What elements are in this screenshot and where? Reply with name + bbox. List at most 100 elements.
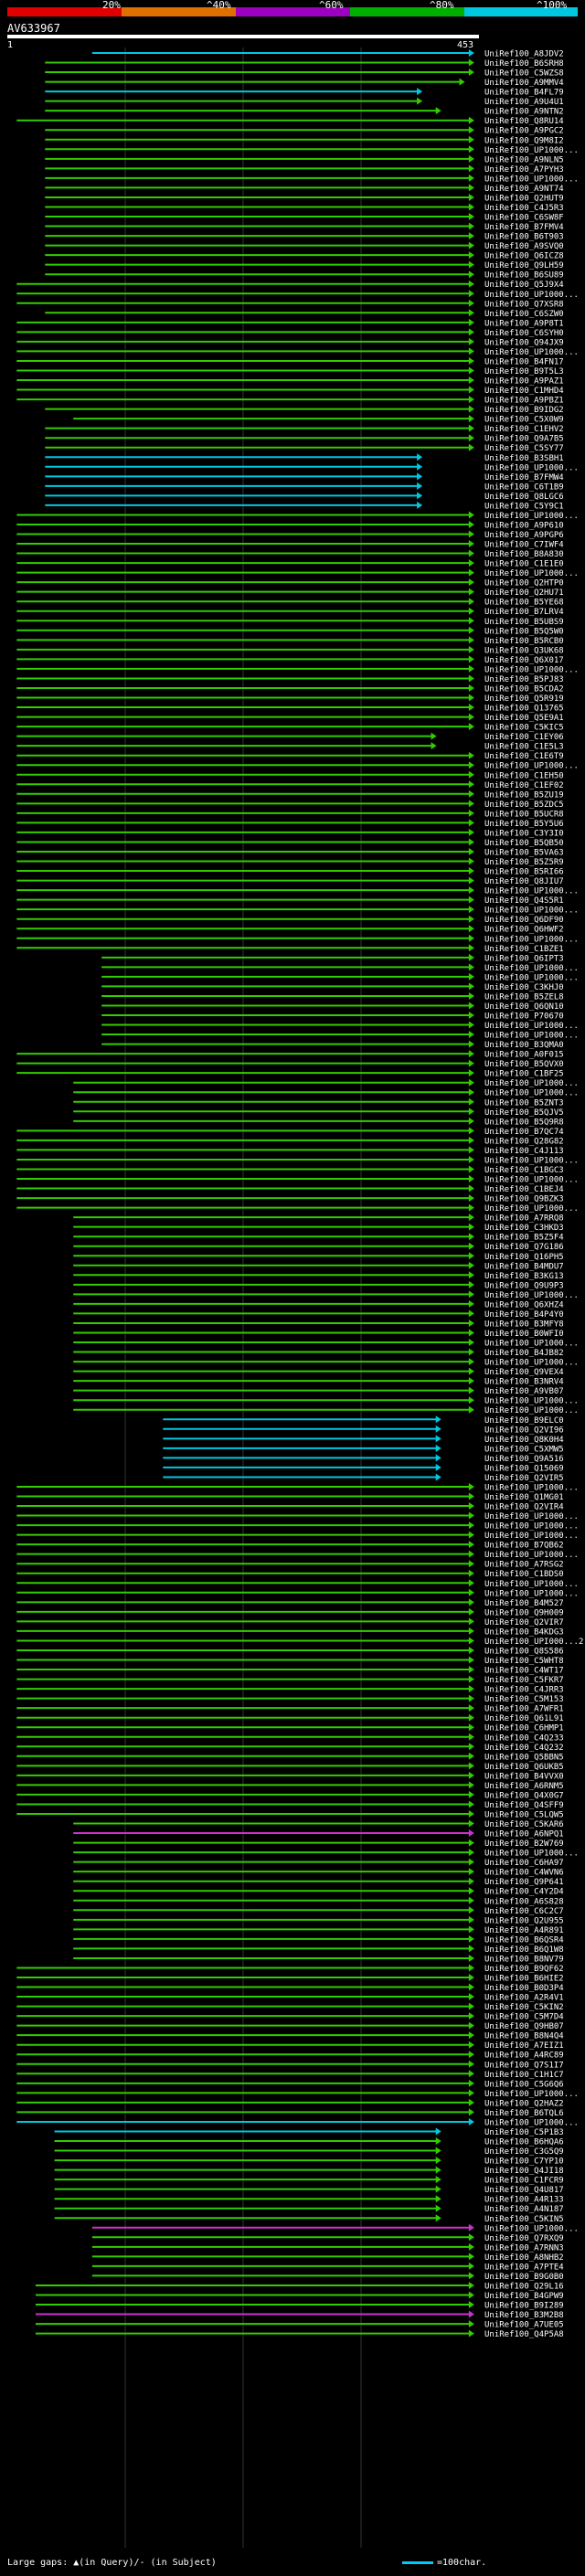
- hit-label[interactable]: UniRef100_B6HQA6: [484, 2138, 564, 2147]
- hit-label[interactable]: UniRef100_C1H1C7: [484, 2071, 564, 2080]
- hit-label[interactable]: UniRef100_B7QC74: [484, 1128, 564, 1137]
- hit-label[interactable]: UniRef100_UP1000...: [484, 906, 579, 916]
- hit-label[interactable]: UniRef100_Q8K0H4: [484, 1436, 564, 1445]
- hit-label[interactable]: UniRef100_B2W769: [484, 1839, 564, 1849]
- hit-label[interactable]: UniRef100_Q6IPT3: [484, 954, 564, 963]
- hit-label[interactable]: UniRef100_UPI000...2: [484, 1638, 583, 1647]
- hit-label[interactable]: UniRef100_B7FMV4: [484, 223, 564, 232]
- hit-label[interactable]: UniRef100_C5WHT8: [484, 1657, 564, 1666]
- hit-label[interactable]: UniRef100_C1E5L3: [484, 743, 564, 752]
- hit-label[interactable]: UniRef100_Q8S586: [484, 1647, 564, 1656]
- hit-label[interactable]: UniRef100_B0WFI0: [484, 1330, 564, 1339]
- hit-label[interactable]: UniRef100_A9P8T1: [484, 319, 564, 328]
- hit-label[interactable]: UniRef100_Q29L16: [484, 2282, 564, 2291]
- hit-label[interactable]: UniRef100_C3HKD3: [484, 1224, 564, 1233]
- hit-label[interactable]: UniRef100_A6RNM5: [484, 1782, 564, 1791]
- hit-label[interactable]: UniRef100_UP1000...: [484, 1291, 579, 1300]
- hit-label[interactable]: UniRef100_B7FMW4: [484, 473, 564, 482]
- hit-label[interactable]: UniRef100_A9NLN5: [484, 155, 564, 164]
- hit-label[interactable]: UniRef100_UP1000...: [484, 512, 579, 521]
- hit-label[interactable]: UniRef100_C5XMW5: [484, 1445, 564, 1454]
- hit-label[interactable]: UniRef100_Q6UKB5: [484, 1763, 564, 1772]
- hit-label[interactable]: UniRef100_Q4S5R1: [484, 896, 564, 906]
- hit-label[interactable]: UniRef100_B5YE68: [484, 599, 564, 608]
- hit-label[interactable]: UniRef100_UP1000...: [484, 935, 579, 944]
- hit-label[interactable]: UniRef100_B5Z5R9: [484, 858, 564, 867]
- hit-label[interactable]: UniRef100_UP1000...: [484, 887, 579, 896]
- hit-label[interactable]: UniRef100_A8JDV2: [484, 50, 564, 59]
- hit-label[interactable]: UniRef100_B3NRV4: [484, 1378, 564, 1387]
- hit-label[interactable]: UniRef100_C1E1E0: [484, 560, 564, 569]
- hit-label[interactable]: UniRef100_UP1000...: [484, 1340, 579, 1349]
- hit-label[interactable]: UniRef100_UP1000...: [484, 2090, 579, 2099]
- hit-label[interactable]: UniRef100_Q4SFF9: [484, 1801, 564, 1810]
- hit-label[interactable]: UniRef100_C6HMP1: [484, 1724, 564, 1733]
- hit-label[interactable]: UniRef100_A9NTN2: [484, 108, 564, 117]
- hit-label[interactable]: UniRef100_A4N187: [484, 2205, 564, 2214]
- hit-label[interactable]: UniRef100_UP1000...: [484, 146, 579, 155]
- hit-label[interactable]: UniRef100_A6NPQ1: [484, 1830, 564, 1839]
- hit-label[interactable]: UniRef100_C1MHD4: [484, 387, 564, 396]
- hit-label[interactable]: UniRef100_Q9A516: [484, 1455, 564, 1464]
- hit-label[interactable]: UniRef100_Q5BBN5: [484, 1753, 564, 1762]
- hit-label[interactable]: UniRef100_Q6HWF2: [484, 926, 564, 935]
- hit-label[interactable]: UniRef100_Q9VEX4: [484, 1368, 564, 1377]
- hit-label[interactable]: UniRef100_B5ZU19: [484, 790, 564, 800]
- hit-label[interactable]: UniRef100_C5X0W9: [484, 416, 564, 425]
- hit-label[interactable]: UniRef100_B3SBH1: [484, 454, 564, 463]
- hit-label[interactable]: UniRef100_A7WFR1: [484, 1705, 564, 1714]
- hit-label[interactable]: UniRef100_UP1000...: [484, 463, 579, 472]
- hit-label[interactable]: UniRef100_B4FL79: [484, 89, 564, 98]
- hit-label[interactable]: UniRef100_UP1000...: [484, 665, 579, 674]
- hit-label[interactable]: UniRef100_C5LQW5: [484, 1810, 564, 1819]
- hit-label[interactable]: UniRef100_Q2VI96: [484, 1426, 564, 1435]
- hit-label[interactable]: UniRef100_B4JB82: [484, 1349, 564, 1358]
- hit-label[interactable]: UniRef100_B9T5L3: [484, 367, 564, 376]
- hit-label[interactable]: UniRef100_Q9U9P3: [484, 1281, 564, 1290]
- hit-label[interactable]: UniRef100_Q9BZK3: [484, 1195, 564, 1204]
- hit-label[interactable]: UniRef100_UP1000...: [484, 973, 579, 982]
- hit-label[interactable]: UniRef100_C5WZS8: [484, 69, 564, 79]
- hit-label[interactable]: UniRef100_UP1000...: [484, 291, 579, 300]
- hit-label[interactable]: UniRef100_Q6XHZ4: [484, 1300, 564, 1309]
- hit-label[interactable]: UniRef100_C4Q233: [484, 1733, 564, 1743]
- hit-label[interactable]: UniRef100_C5KIC5: [484, 724, 564, 733]
- hit-label[interactable]: UniRef100_C1BEJ4: [484, 1185, 564, 1194]
- hit-label[interactable]: UniRef100_UP1000...: [484, 1850, 579, 1859]
- hit-label[interactable]: UniRef100_C4Q232: [484, 1744, 564, 1753]
- hit-label[interactable]: UniRef100_P70670: [484, 1012, 564, 1022]
- hit-label[interactable]: UniRef100_Q2HUT9: [484, 194, 564, 203]
- hit-label[interactable]: UniRef100_C1BF25: [484, 1070, 564, 1079]
- hit-label[interactable]: UniRef100_Q9LH59: [484, 261, 564, 270]
- hit-label[interactable]: UniRef100_UP1000...: [484, 1589, 579, 1598]
- hit-label[interactable]: UniRef100_Q94JX9: [484, 338, 564, 347]
- hit-label[interactable]: UniRef100_B4GPW9: [484, 2292, 564, 2301]
- hit-label[interactable]: UniRef100_UP1000...: [484, 1022, 579, 1031]
- hit-label[interactable]: UniRef100_C5KAR6: [484, 1820, 564, 1829]
- hit-label[interactable]: UniRef100_C7YP10: [484, 2157, 564, 2167]
- hit-label[interactable]: UniRef100_B3M2B8: [484, 2311, 564, 2320]
- hit-label[interactable]: UniRef100_B5ZNT3: [484, 1098, 564, 1108]
- hit-label[interactable]: UniRef100_Q1MG01: [484, 1493, 564, 1502]
- hit-label[interactable]: UniRef100_C6SW8F: [484, 214, 564, 223]
- hit-label[interactable]: UniRef100_UP1000...: [484, 1580, 579, 1589]
- hit-label[interactable]: UniRef100_B4MDU7: [484, 1262, 564, 1271]
- hit-label[interactable]: UniRef100_C4WT17: [484, 1667, 564, 1676]
- hit-label[interactable]: UniRef100_B8A830: [484, 550, 564, 559]
- hit-label[interactable]: UniRef100_Q2HTP0: [484, 579, 564, 588]
- hit-label[interactable]: UniRef100_C4J5R3: [484, 204, 564, 213]
- hit-label[interactable]: UniRef100_B5RCB0: [484, 637, 564, 646]
- hit-label[interactable]: UniRef100_B4VVX0: [484, 1772, 564, 1781]
- hit-label[interactable]: UniRef100_Q6QN10: [484, 1002, 564, 1012]
- hit-label[interactable]: UniRef100_UP1000...: [484, 1483, 579, 1492]
- hit-label[interactable]: UniRef100_B9I289: [484, 2302, 564, 2311]
- hit-label[interactable]: UniRef100_Q16PH5: [484, 1253, 564, 1262]
- hit-label[interactable]: UniRef100_A9PGP6: [484, 531, 564, 540]
- hit-label[interactable]: UniRef100_Q8RU14: [484, 117, 564, 126]
- hit-label[interactable]: UniRef100_Q7RXQ9: [484, 2234, 564, 2243]
- hit-label[interactable]: UniRef100_C1EHV2: [484, 425, 564, 434]
- hit-label[interactable]: UniRef100_B9IDG2: [484, 406, 564, 415]
- hit-label[interactable]: UniRef100_C4WVN6: [484, 1869, 564, 1878]
- hit-label[interactable]: UniRef100_A4R891: [484, 1926, 564, 1935]
- hit-label[interactable]: UniRef100_Q6ICZ8: [484, 252, 564, 261]
